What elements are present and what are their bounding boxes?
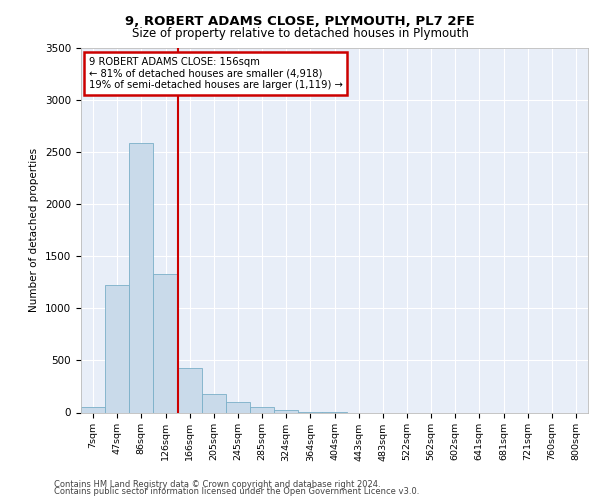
Text: Contains HM Land Registry data © Crown copyright and database right 2024.: Contains HM Land Registry data © Crown c… (54, 480, 380, 489)
Text: Contains public sector information licensed under the Open Government Licence v3: Contains public sector information licen… (54, 487, 419, 496)
Text: 9, ROBERT ADAMS CLOSE, PLYMOUTH, PL7 2FE: 9, ROBERT ADAMS CLOSE, PLYMOUTH, PL7 2FE (125, 15, 475, 28)
Bar (250, 408, 274, 412)
Text: 9 ROBERT ADAMS CLOSE: 156sqm
← 81% of detached houses are smaller (4,918)
19% of: 9 ROBERT ADAMS CLOSE: 156sqm ← 81% of de… (89, 56, 343, 90)
Text: Size of property relative to detached houses in Plymouth: Size of property relative to detached ho… (131, 28, 469, 40)
Y-axis label: Number of detached properties: Number of detached properties (29, 148, 40, 312)
Bar (178, 368, 202, 412)
Bar (105, 286, 129, 412)
Bar (129, 144, 154, 412)
Bar (81, 408, 105, 412)
Bar (154, 274, 178, 412)
Bar (202, 394, 226, 412)
Bar (274, 410, 298, 412)
Bar (226, 402, 250, 412)
